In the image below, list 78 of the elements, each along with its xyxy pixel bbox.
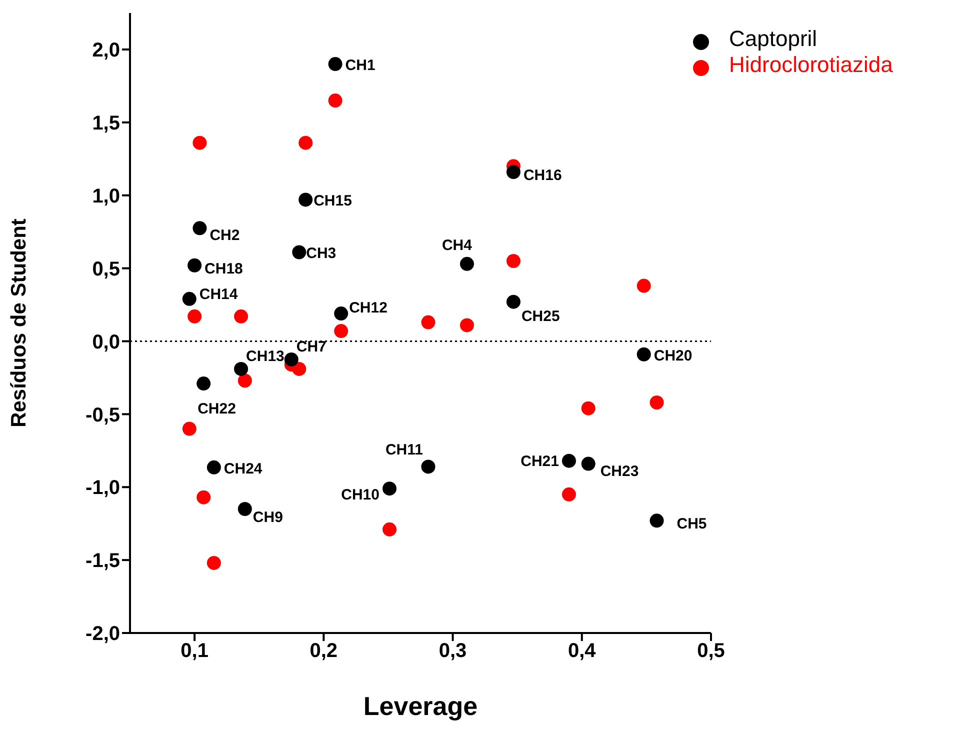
point — [292, 362, 306, 376]
annotation: CH13 — [246, 348, 284, 365]
point — [581, 401, 596, 416]
annotation: CH14 — [199, 286, 238, 303]
annotation: CH20 — [654, 347, 692, 364]
point — [562, 454, 576, 468]
annotation: CH18 — [204, 260, 243, 278]
point — [192, 136, 207, 150]
y-tick-label: 2,0 — [92, 40, 120, 62]
y-tick-label: 1,5 — [92, 112, 120, 135]
annotation: CH1 — [345, 57, 376, 74]
annotation: CH23 — [600, 462, 639, 480]
point — [382, 482, 397, 496]
point — [182, 422, 196, 436]
point — [334, 324, 348, 338]
point — [298, 192, 313, 207]
point — [298, 136, 313, 150]
point — [292, 245, 306, 260]
annotation: CH5 — [676, 516, 707, 533]
point — [506, 165, 520, 180]
point — [196, 490, 211, 504]
annotation: CH11 — [385, 442, 424, 459]
point — [206, 556, 221, 570]
point — [234, 362, 248, 376]
annotation: CH10 — [341, 486, 380, 504]
annotation: CH12 — [349, 300, 388, 317]
annotation: CH15 — [314, 192, 352, 210]
annotation: CH16 — [523, 167, 562, 184]
y-tick-label: -1,0 — [86, 477, 120, 500]
point — [562, 487, 576, 502]
point — [182, 292, 196, 306]
legend-label: Hidroclorotiazida — [729, 52, 893, 77]
point — [650, 514, 664, 528]
point — [460, 318, 474, 332]
annotation: CH3 — [306, 245, 336, 262]
y-tick-label: 0,0 — [92, 331, 120, 354]
point — [636, 278, 651, 293]
y-tick-label: -1,5 — [86, 550, 120, 572]
point — [382, 522, 397, 536]
point — [192, 221, 207, 236]
point — [238, 502, 252, 516]
point — [421, 460, 436, 474]
point — [284, 352, 298, 366]
y-tick-label: 0,5 — [92, 258, 120, 280]
point — [460, 256, 474, 271]
point — [196, 376, 211, 391]
point — [234, 309, 248, 324]
x-tick-label: 0,1 — [180, 640, 208, 662]
annotation: CH4 — [442, 236, 473, 254]
x-tick-label: 0,5 — [697, 640, 725, 662]
x-tick-label: 0,3 — [438, 640, 467, 662]
point — [238, 374, 252, 388]
point — [334, 306, 348, 321]
point — [206, 460, 221, 474]
point — [421, 315, 436, 330]
annotation: CH25 — [521, 308, 560, 325]
y-axis-title: Resíduos de Student — [7, 218, 30, 428]
point — [188, 258, 202, 272]
x-tick-label: 0,4 — [568, 640, 597, 662]
legend-label: Captopril — [729, 26, 818, 51]
point — [581, 456, 596, 471]
y-tick-label: -2,0 — [86, 623, 120, 646]
point — [328, 94, 342, 108]
point — [506, 254, 520, 268]
x-tick-label: 0,2 — [310, 640, 338, 662]
x-axis-title: Leverage — [363, 691, 478, 721]
annotation: CH22 — [198, 400, 236, 418]
y-tick-label: -0,5 — [86, 404, 120, 426]
annotation: CH24 — [224, 460, 263, 478]
point — [650, 396, 664, 410]
point — [636, 347, 651, 362]
annotation: CH9 — [252, 509, 283, 526]
y-tick-label: 1,0 — [92, 185, 120, 208]
point — [506, 294, 520, 309]
annotation: CH21 — [520, 452, 559, 470]
point — [328, 57, 342, 72]
annotation: CH2 — [210, 227, 240, 244]
point — [188, 309, 202, 324]
